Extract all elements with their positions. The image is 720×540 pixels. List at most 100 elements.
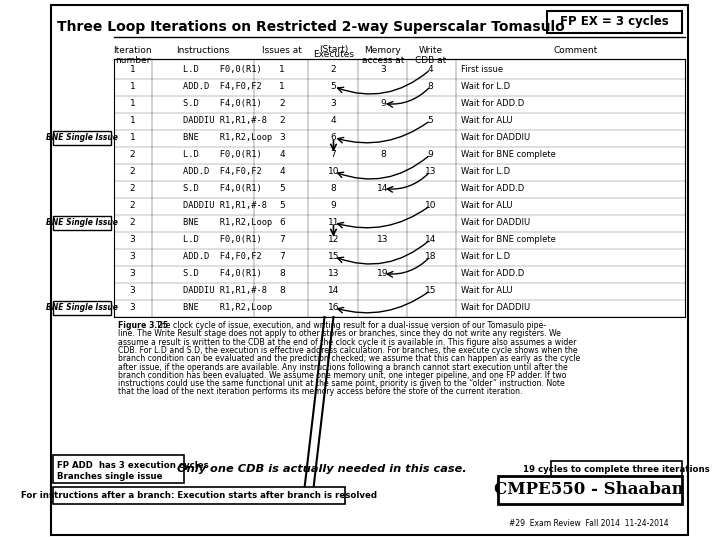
Text: ADD.D  F4,F0,F2: ADD.D F4,F0,F2 [183, 82, 261, 91]
Text: 11: 11 [328, 218, 339, 227]
Text: ADD.D  F4,F0,F2: ADD.D F4,F0,F2 [183, 252, 261, 261]
Text: The clock cycle of issue, execution, and writing result for a dual-issue version: The clock cycle of issue, execution, and… [151, 321, 546, 330]
FancyBboxPatch shape [53, 215, 111, 230]
Text: branch condition has been evaluated. We assume one memory unit, one integer pipe: branch condition has been evaluated. We … [118, 371, 567, 380]
Text: 14: 14 [377, 184, 389, 193]
Text: 1: 1 [130, 65, 135, 74]
Text: 13: 13 [328, 269, 339, 278]
Text: Only one CDB is actually needed in this case.: Only one CDB is actually needed in this … [177, 464, 467, 474]
FancyBboxPatch shape [551, 461, 682, 479]
Text: Wait for DADDIU: Wait for DADDIU [461, 218, 530, 227]
Text: 5: 5 [279, 184, 285, 193]
Text: 7: 7 [279, 252, 285, 261]
Text: 2: 2 [130, 167, 135, 176]
Text: BNE Single Issue: BNE Single Issue [46, 218, 118, 227]
Text: ADD.D  F4,F0,F2: ADD.D F4,F0,F2 [183, 167, 261, 176]
Text: Wait for ADD.D: Wait for ADD.D [461, 269, 524, 278]
Text: 2: 2 [130, 201, 135, 210]
Text: BNE    R1,R2,Loop: BNE R1,R2,Loop [183, 303, 272, 312]
Text: L.D    F0,0(R1): L.D F0,0(R1) [183, 150, 261, 159]
Text: Comment: Comment [554, 46, 598, 55]
Text: 2: 2 [130, 184, 135, 193]
Text: 15: 15 [425, 286, 436, 295]
Text: 13: 13 [377, 235, 389, 244]
FancyBboxPatch shape [53, 455, 184, 483]
Text: 10: 10 [328, 167, 339, 176]
Text: Wait for ALU: Wait for ALU [461, 286, 513, 295]
Text: 8: 8 [279, 269, 285, 278]
Text: 14: 14 [328, 286, 339, 295]
Text: (Start): (Start) [319, 45, 348, 54]
Text: 2: 2 [130, 150, 135, 159]
Text: branch condition can be evaluated and the prediction checked; we assume that thi: branch condition can be evaluated and th… [118, 354, 580, 363]
Text: 3: 3 [380, 65, 386, 74]
Text: CDB. For L.D and S.D, the execution is effective address calculation. For branch: CDB. For L.D and S.D, the execution is e… [118, 346, 577, 355]
Text: 16: 16 [328, 303, 339, 312]
Text: Wait for ADD.D: Wait for ADD.D [461, 184, 524, 193]
Text: 4: 4 [279, 150, 285, 159]
Text: 13: 13 [425, 167, 436, 176]
FancyBboxPatch shape [50, 5, 688, 535]
Text: 9: 9 [428, 150, 433, 159]
Text: 19 cycles to complete three iterations: 19 cycles to complete three iterations [523, 465, 710, 475]
Text: Branches single issue: Branches single issue [57, 472, 163, 481]
Text: BNE Single Issue: BNE Single Issue [46, 133, 118, 142]
Text: that the load of the next iteration performs its memory access before the store : that the load of the next iteration perf… [118, 387, 523, 396]
Text: S.D    F4,0(R1): S.D F4,0(R1) [183, 99, 261, 108]
Text: Wait for BNE complete: Wait for BNE complete [461, 150, 556, 159]
Text: Wait for L.D: Wait for L.D [461, 82, 510, 91]
Text: 6: 6 [330, 133, 336, 142]
Text: 7: 7 [330, 150, 336, 159]
Text: 1: 1 [130, 116, 135, 125]
Text: 8: 8 [380, 150, 386, 159]
Text: 4: 4 [428, 65, 433, 74]
Text: 9: 9 [330, 201, 336, 210]
Text: 3: 3 [130, 235, 135, 244]
Text: 1: 1 [130, 82, 135, 91]
Text: 3: 3 [330, 99, 336, 108]
Text: Write
CDB at: Write CDB at [415, 46, 446, 65]
Text: S.D    F4,0(R1): S.D F4,0(R1) [183, 269, 261, 278]
Text: Issues at: Issues at [262, 46, 302, 55]
Text: 3: 3 [279, 133, 285, 142]
Text: Executes: Executes [313, 50, 354, 59]
Text: 9: 9 [380, 99, 386, 108]
Text: Wait for ALU: Wait for ALU [461, 201, 513, 210]
Text: 7: 7 [279, 235, 285, 244]
Text: instructions could use the same functional unit at the same point, priority is g: instructions could use the same function… [118, 379, 564, 388]
Text: 15: 15 [328, 252, 339, 261]
Text: L.D    F0,0(R1): L.D F0,0(R1) [183, 65, 261, 74]
Text: S.D    F4,0(R1): S.D F4,0(R1) [183, 184, 261, 193]
FancyBboxPatch shape [53, 300, 111, 314]
Text: 12: 12 [328, 235, 339, 244]
Text: #29  Exam Review  Fall 2014  11-24-2014: #29 Exam Review Fall 2014 11-24-2014 [510, 519, 669, 528]
Text: 4: 4 [279, 167, 285, 176]
Text: Three Loop Iterations on Restricted 2-way Superscalar Tomasulo: Three Loop Iterations on Restricted 2-wa… [57, 20, 565, 34]
Text: L.D    F0,0(R1): L.D F0,0(R1) [183, 235, 261, 244]
Text: DADDIU R1,R1,#-8: DADDIU R1,R1,#-8 [183, 286, 266, 295]
FancyBboxPatch shape [547, 11, 682, 33]
Text: 2: 2 [279, 116, 285, 125]
Text: 1: 1 [279, 82, 285, 91]
Text: Wait for ALU: Wait for ALU [461, 116, 513, 125]
Text: Wait for L.D: Wait for L.D [461, 252, 510, 261]
Text: DADDIU R1,R1,#-8: DADDIU R1,R1,#-8 [183, 116, 266, 125]
Text: DADDIU R1,R1,#-8: DADDIU R1,R1,#-8 [183, 201, 266, 210]
Text: Iteration
number: Iteration number [113, 46, 152, 65]
Text: 8: 8 [428, 82, 433, 91]
Text: Instructions: Instructions [176, 46, 229, 55]
Text: BNE    R1,R2,Loop: BNE R1,R2,Loop [183, 218, 272, 227]
Text: 8: 8 [330, 184, 336, 193]
Text: For instructions after a branch: Execution starts after branch is resolved: For instructions after a branch: Executi… [21, 491, 377, 501]
Text: Wait for L.D: Wait for L.D [461, 167, 510, 176]
Text: BNE Single Issue: BNE Single Issue [46, 303, 118, 312]
Text: 2: 2 [130, 218, 135, 227]
Text: Wait for DADDIU: Wait for DADDIU [461, 303, 530, 312]
Text: 1: 1 [130, 99, 135, 108]
Text: CMPE550 - Shaaban: CMPE550 - Shaaban [495, 481, 684, 497]
Text: 2: 2 [330, 65, 336, 74]
Text: 3: 3 [130, 303, 135, 312]
Text: Wait for BNE complete: Wait for BNE complete [461, 235, 556, 244]
Text: First issue: First issue [461, 65, 503, 74]
Text: 1: 1 [279, 65, 285, 74]
